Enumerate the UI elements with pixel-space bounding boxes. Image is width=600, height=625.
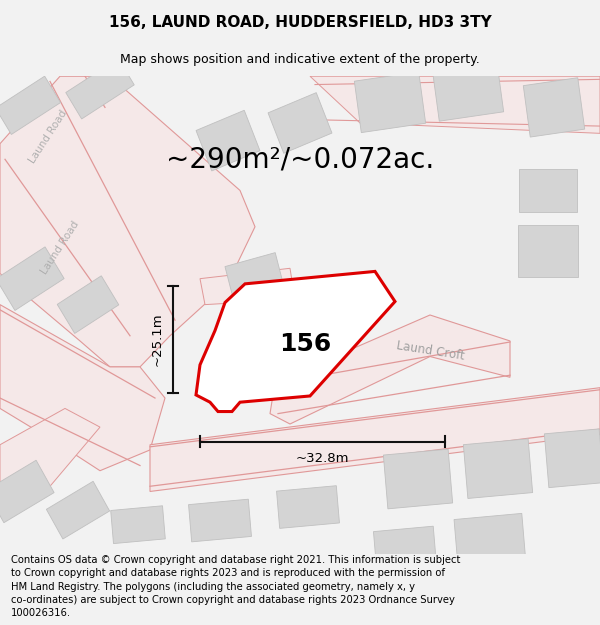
Polygon shape: [0, 247, 64, 311]
Polygon shape: [111, 506, 165, 544]
Polygon shape: [0, 460, 54, 522]
Polygon shape: [0, 408, 100, 486]
Polygon shape: [270, 315, 510, 424]
Polygon shape: [66, 59, 134, 119]
Polygon shape: [200, 268, 295, 304]
Polygon shape: [373, 526, 437, 571]
Polygon shape: [310, 76, 600, 133]
Text: ~32.8m: ~32.8m: [296, 452, 349, 465]
Text: Contains OS data © Crown copyright and database right 2021. This information is : Contains OS data © Crown copyright and d…: [11, 555, 460, 618]
Polygon shape: [355, 72, 425, 132]
Polygon shape: [0, 304, 165, 471]
Polygon shape: [196, 110, 260, 171]
Text: ~290m²/~0.072ac.: ~290m²/~0.072ac.: [166, 145, 434, 173]
Polygon shape: [0, 76, 255, 367]
Polygon shape: [196, 271, 395, 411]
Polygon shape: [268, 92, 332, 153]
Text: Map shows position and indicative extent of the property.: Map shows position and indicative extent…: [120, 53, 480, 66]
Text: ~25.1m: ~25.1m: [151, 312, 164, 366]
Polygon shape: [0, 76, 61, 134]
Polygon shape: [277, 486, 340, 528]
Polygon shape: [383, 449, 452, 509]
Text: 156: 156: [279, 332, 331, 356]
Polygon shape: [433, 61, 503, 121]
Polygon shape: [518, 225, 578, 277]
Polygon shape: [463, 439, 533, 499]
Polygon shape: [454, 513, 526, 569]
Text: Laund Road: Laund Road: [27, 108, 69, 165]
Polygon shape: [225, 253, 285, 305]
Polygon shape: [519, 169, 577, 212]
Polygon shape: [150, 388, 600, 491]
Text: Laund Croft: Laund Croft: [395, 339, 465, 363]
Text: Laund Road: Laund Road: [39, 219, 81, 276]
Polygon shape: [57, 276, 119, 334]
Polygon shape: [523, 78, 585, 137]
Polygon shape: [188, 499, 251, 542]
Text: 156, LAUND ROAD, HUDDERSFIELD, HD3 3TY: 156, LAUND ROAD, HUDDERSFIELD, HD3 3TY: [109, 16, 491, 31]
Polygon shape: [46, 481, 110, 539]
Polygon shape: [544, 429, 600, 488]
